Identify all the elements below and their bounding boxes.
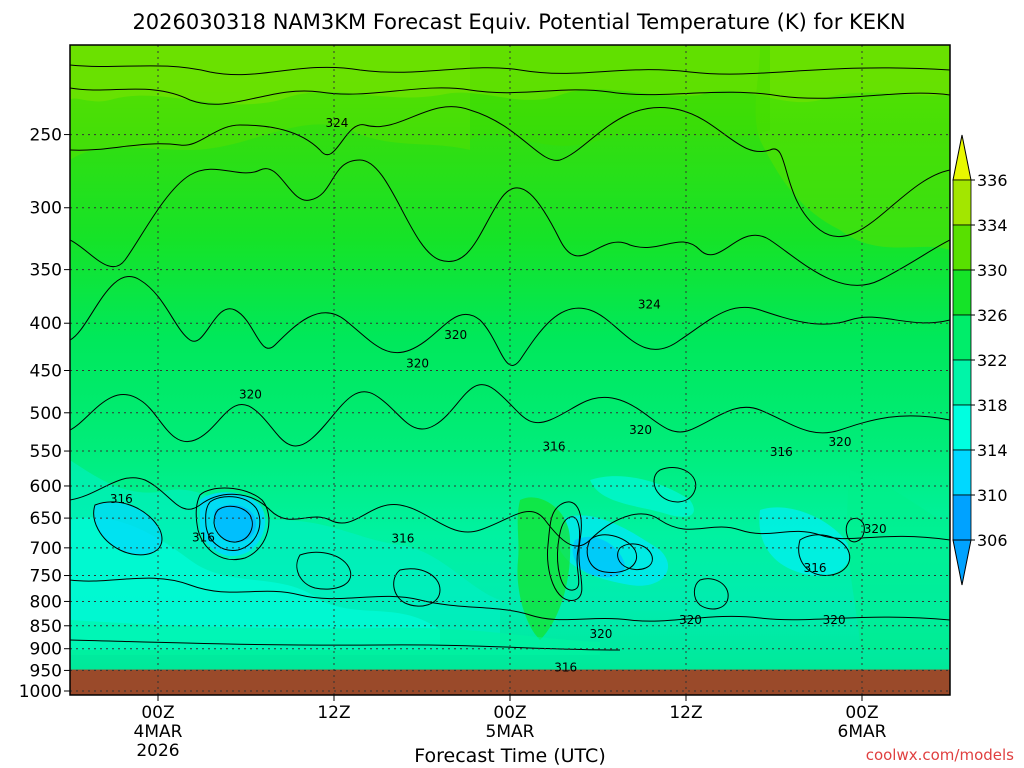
colorbar-label: 336 <box>977 171 1008 190</box>
contour-label: 320 <box>823 613 846 627</box>
y-tick-label: 1000 <box>19 682 62 702</box>
y-tick-label: 500 <box>30 404 62 424</box>
contour-label: 316 <box>770 445 793 459</box>
y-tick-label: 400 <box>30 314 62 334</box>
colorbar-label: 334 <box>977 216 1008 235</box>
x-axis: 00Z 4MAR 2026 12Z 00Z 5MAR 12Z 00Z 6MAR <box>134 695 887 761</box>
colorbar-segment <box>952 179 972 226</box>
contour-label: 320 <box>589 627 612 641</box>
colorbar-segment <box>952 359 972 406</box>
y-tick-label: 650 <box>30 509 62 529</box>
y-tick-label: 600 <box>30 477 62 497</box>
contour-label: 320 <box>629 423 652 437</box>
contour-label: 324 <box>325 116 348 130</box>
x-axis-label: Forecast Time (UTC) <box>414 745 605 767</box>
colorbar-segment <box>952 494 972 541</box>
colorbar-label: 318 <box>977 396 1008 415</box>
contour-label: 316 <box>554 660 577 674</box>
colorbar-segment <box>952 269 972 316</box>
x-tick-label: 12Z <box>669 703 702 723</box>
credit-text: coolwx.com/models <box>866 746 1014 764</box>
y-tick-label: 950 <box>30 661 62 681</box>
y-tick-label: 850 <box>30 617 62 637</box>
contour-label: 320 <box>829 435 852 449</box>
contour-label: 316 <box>192 530 215 544</box>
y-tick-label: 550 <box>30 442 62 462</box>
colorbar: 306 310 314 318 322 326 330 334 336 <box>952 134 1008 586</box>
colorbar-segment <box>952 449 972 496</box>
colorbar-bottom-arrow <box>952 539 972 586</box>
plot-area: 324 324 320 320 320 320 320 316 316 316 316 316 320 3… <box>70 45 950 695</box>
x-tick-label: 00Z 5MAR <box>486 703 535 742</box>
y-tick-label: 300 <box>30 199 62 219</box>
chart-title: 2026030318 NAM3KM Forecast Equiv. Potent… <box>132 10 905 34</box>
contour-label: 320 <box>444 328 467 342</box>
y-tick-label: 800 <box>30 592 62 612</box>
colorbar-segment <box>952 224 972 271</box>
contour-label: 316 <box>543 440 566 454</box>
colorbar-label: 326 <box>977 306 1008 325</box>
colorbar-label: 314 <box>977 441 1008 460</box>
colorbar-label: 322 <box>977 351 1008 370</box>
y-tick-label: 900 <box>30 640 62 660</box>
contour-label: 324 <box>638 298 661 312</box>
colorbar-label: 306 <box>977 531 1008 550</box>
colorbar-label: 330 <box>977 261 1008 280</box>
y-tick-label: 750 <box>30 567 62 587</box>
contour-label: 316 <box>804 561 827 575</box>
contour-label: 316 <box>391 532 414 546</box>
contour-label: 320 <box>864 522 887 536</box>
y-tick-label: 700 <box>30 539 62 559</box>
x-tick-label: 00Z 4MAR 2026 <box>134 703 183 761</box>
colorbar-segment <box>952 314 972 361</box>
contour-label: 320 <box>679 613 702 627</box>
contour-label: 320 <box>239 388 262 402</box>
y-axis: 250 300 350 400 450 500 550 600 650 700 750 800 850 9… <box>19 126 70 702</box>
contour-label: 320 <box>406 356 429 370</box>
contour-label: 316 <box>110 492 133 506</box>
x-tick-label: 00Z 6MAR <box>838 703 887 742</box>
y-tick-label: 250 <box>30 126 62 146</box>
x-tick-label: 12Z <box>317 703 350 723</box>
y-tick-label: 450 <box>30 361 62 381</box>
colorbar-top-arrow <box>952 134 972 181</box>
colorbar-segment <box>952 404 972 451</box>
colorbar-label: 310 <box>977 486 1008 505</box>
y-tick-label: 350 <box>30 261 62 281</box>
